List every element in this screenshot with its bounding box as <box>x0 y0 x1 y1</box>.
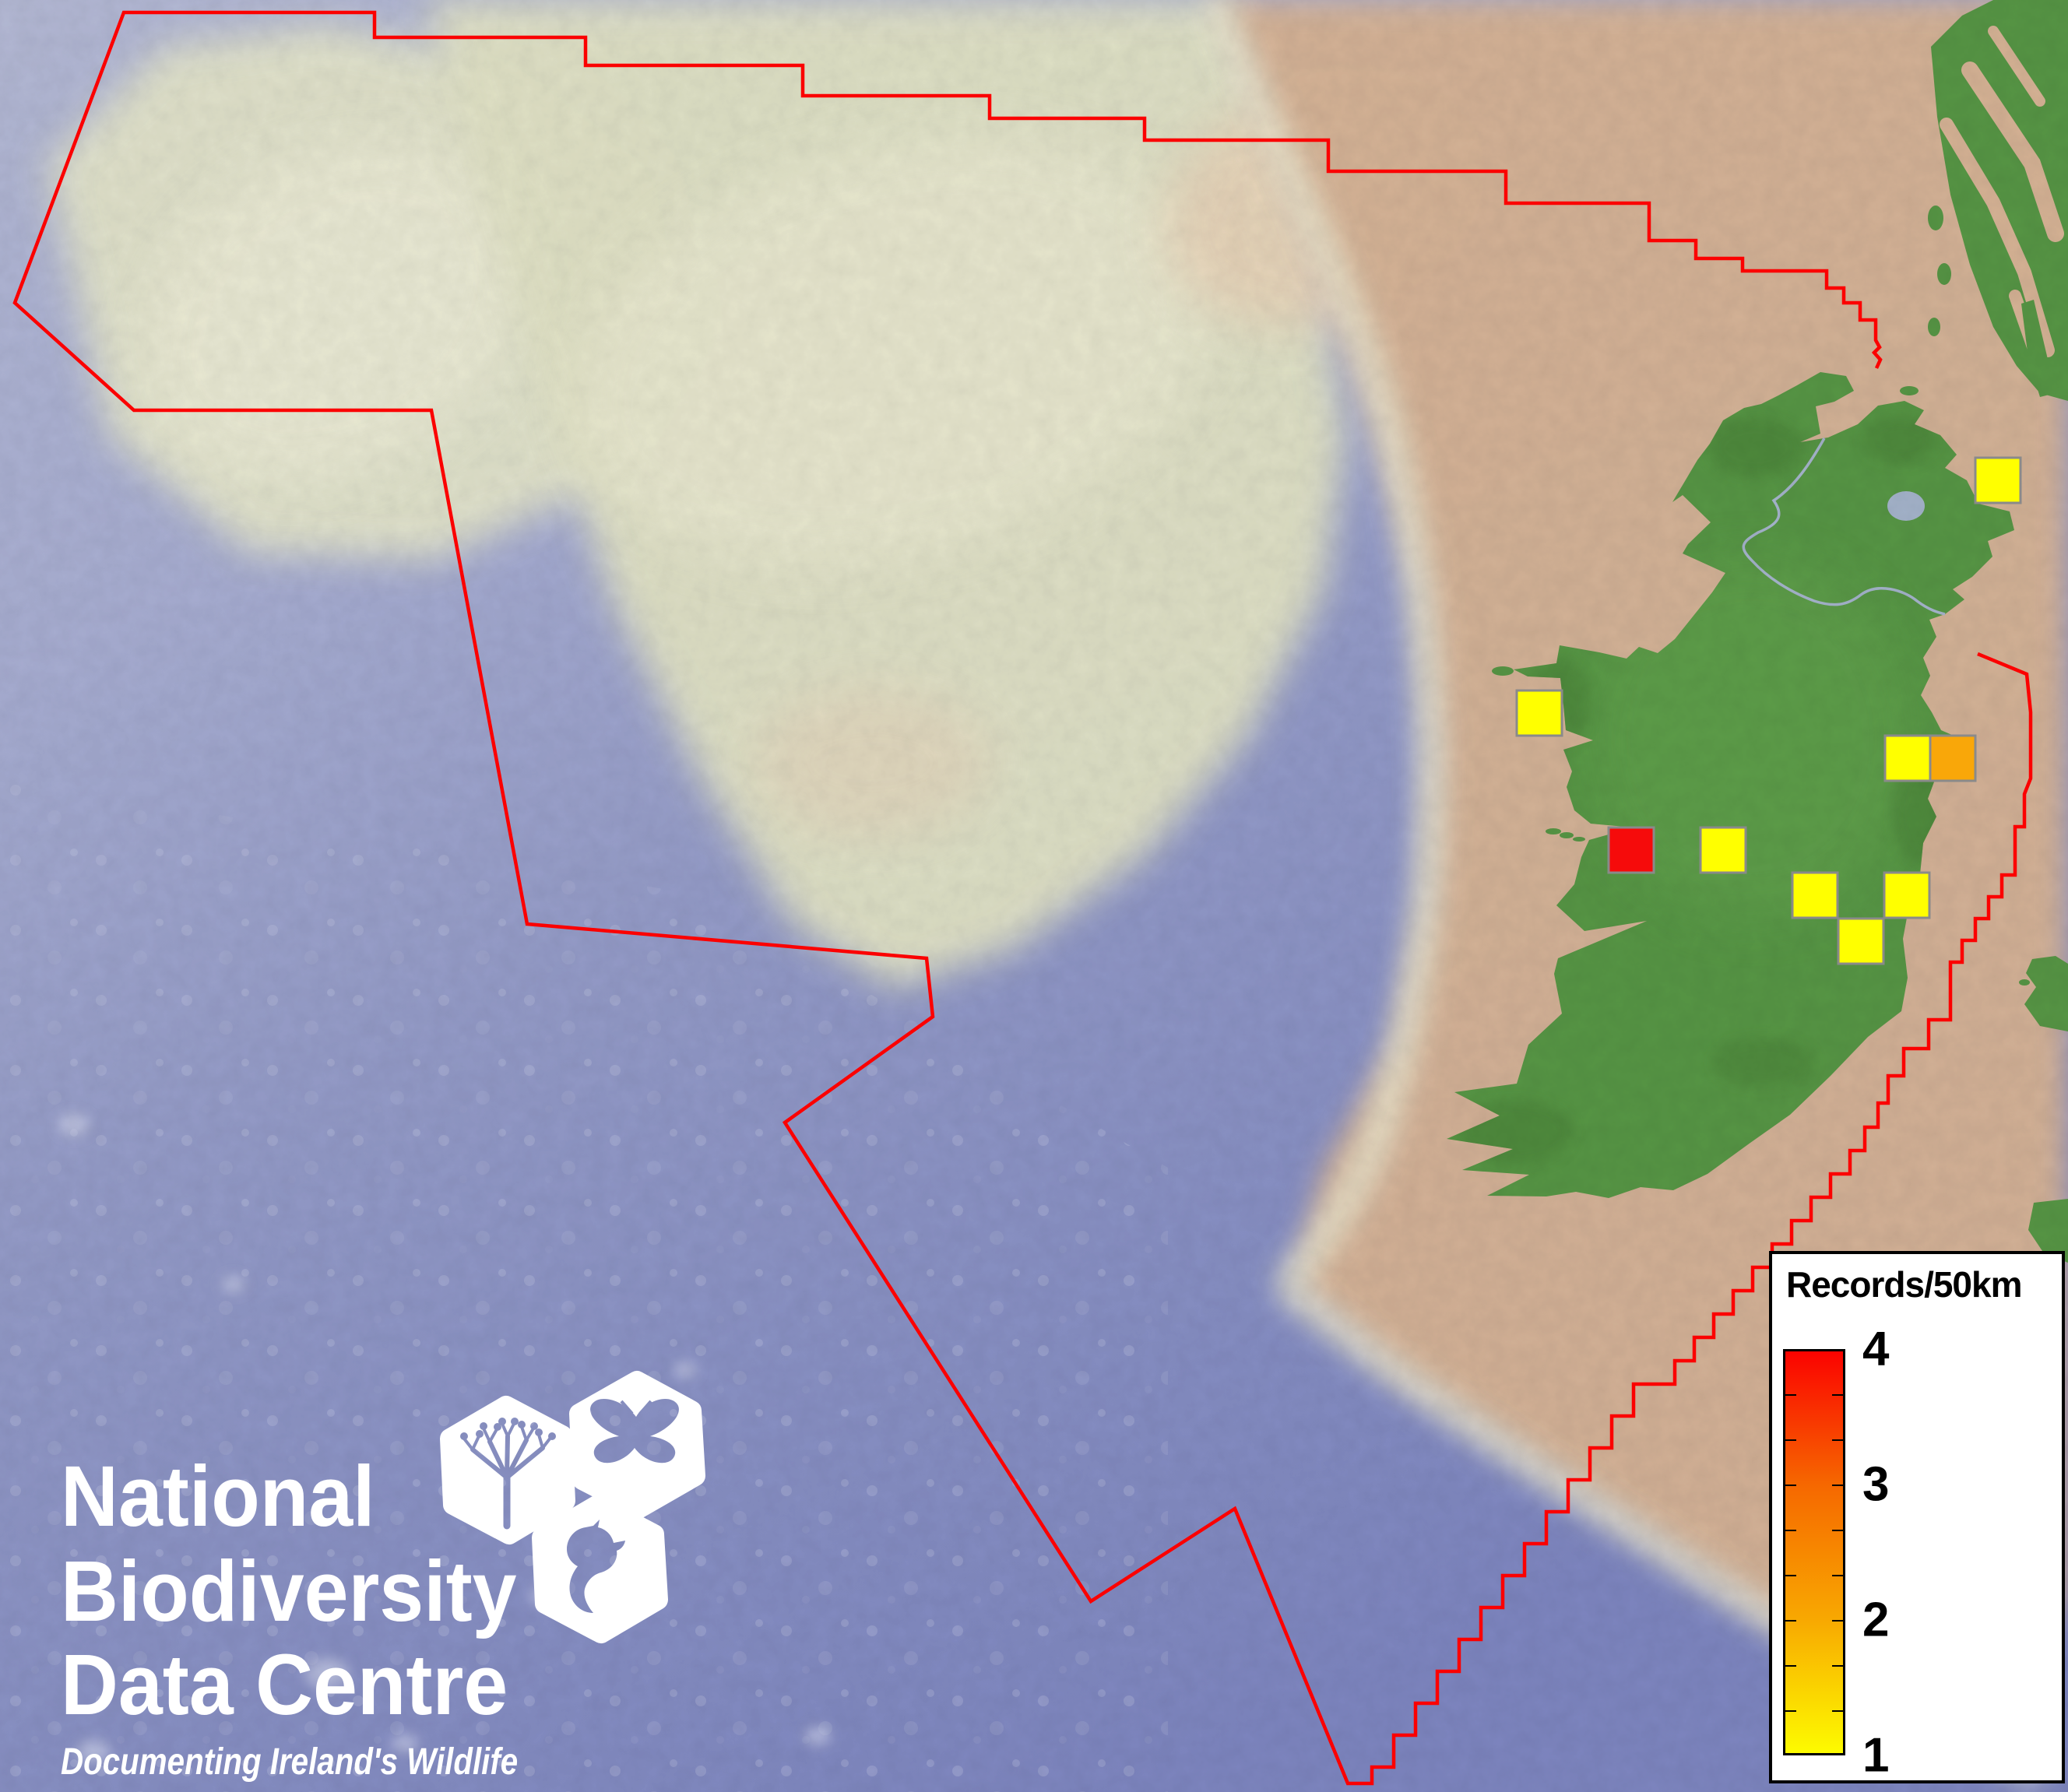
legend-right-tick <box>1832 1620 1843 1622</box>
legend-right-tick <box>1832 1575 1843 1576</box>
designated-area-boundary <box>12 10 2033 1786</box>
logo-line-3: Data Centre <box>61 1637 508 1733</box>
legend-gradient-bar <box>1783 1349 1845 1755</box>
legend-label-1: 1 <box>1862 1728 1890 1783</box>
record-squares <box>1515 456 2022 965</box>
legend-right-tick <box>1832 1530 1843 1531</box>
record-square-1 <box>1883 871 1931 919</box>
record-square-1 <box>1883 734 1932 782</box>
record-square-1 <box>1699 826 1747 874</box>
legend-left-tick <box>1785 1575 1796 1576</box>
legend-label-2: 2 <box>1862 1593 1890 1647</box>
legend-right-tick <box>1832 1394 1843 1396</box>
legend-label-4: 4 <box>1862 1322 1890 1376</box>
logo-line-1: National <box>61 1449 375 1544</box>
legend-panel: Records/50km 4 3 2 1 <box>1769 1251 2065 1783</box>
legend-left-tick <box>1785 1485 1796 1486</box>
record-square-4 <box>1607 826 1655 874</box>
record-square-1 <box>1791 871 1839 919</box>
legend-right-tick <box>1832 1665 1843 1667</box>
nbdc-logo-hexagons <box>432 1366 712 1646</box>
record-square-1 <box>1515 689 1563 737</box>
legend-left-tick <box>1785 1620 1796 1622</box>
legend-left-tick <box>1785 1710 1796 1712</box>
logo-tagline: Documenting Ireland's Wildlife <box>61 1741 519 1783</box>
legend-left-tick <box>1785 1394 1796 1396</box>
legend-left-tick <box>1785 1530 1796 1531</box>
nbdc-logo-text: National Biodiversity Data Centre Docume… <box>61 1454 605 1781</box>
legend-right-tick <box>1832 1710 1843 1712</box>
legend-left-tick <box>1785 1665 1796 1667</box>
record-square-2 <box>1929 734 1977 782</box>
record-square-1 <box>1974 456 2022 504</box>
legend-right-tick <box>1832 1439 1843 1441</box>
legend-label-3: 3 <box>1862 1457 1890 1512</box>
record-square-1 <box>1837 917 1885 965</box>
legend-title: Records/50km <box>1786 1264 2022 1305</box>
legend-left-tick <box>1785 1439 1796 1441</box>
legend-right-tick <box>1832 1485 1843 1486</box>
